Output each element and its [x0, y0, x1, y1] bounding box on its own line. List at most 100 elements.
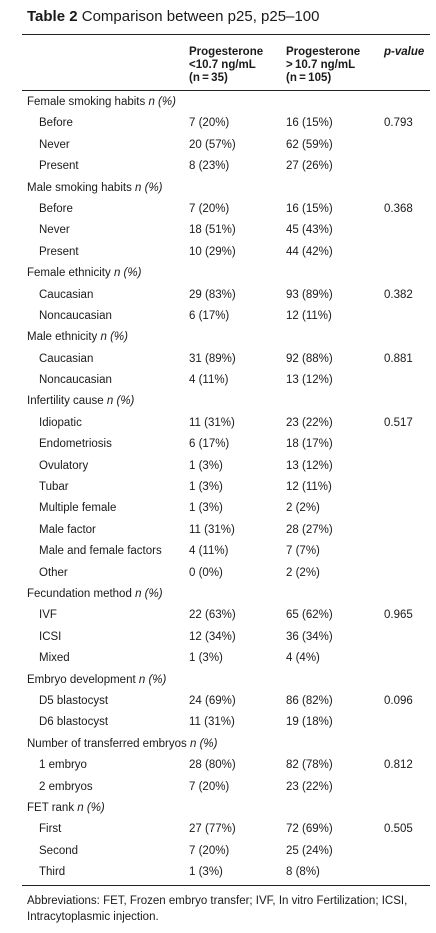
cell-c2: 18 (17%)	[286, 438, 333, 451]
row-label: ICSI	[39, 627, 61, 648]
row-label: Multiple female	[39, 498, 116, 519]
cell-c1: 1 (3%)	[189, 652, 223, 665]
row-label: Never	[39, 220, 70, 241]
row-label-text: Male and female factors	[39, 545, 162, 558]
row-label-text: Ovulatory	[39, 459, 89, 472]
cell-c1: 7 (20%)	[189, 202, 230, 215]
row-label: Idiopatic	[39, 413, 82, 434]
table-row: Noncaucasian 4 (11%) 13 (12%)	[0, 370, 436, 391]
table-row: Tubar 1 (3%) 12 (11%)	[0, 477, 436, 498]
row-label-text: Female smoking habits	[27, 96, 146, 108]
row-label: Female ethnicity n (%)	[27, 263, 141, 284]
row-unit: n (%)	[138, 673, 167, 686]
cell-c1: 1 (3%)	[189, 481, 223, 494]
row-label-text: Noncaucasian	[39, 309, 112, 322]
cell-c1: 4 (11%)	[189, 545, 229, 558]
cell-c1: 11 (31%)	[189, 523, 235, 536]
row-label: Male ethnicity n (%)	[27, 327, 128, 348]
cell-c2: 13 (12%)	[286, 374, 333, 387]
row-label: Male smoking habits n (%)	[27, 178, 163, 199]
table-group-row: Embryo development n (%)	[0, 670, 436, 691]
row-label: Second	[39, 841, 78, 862]
cell-c1: 1 (3%)	[189, 459, 223, 472]
row-label: Never	[39, 135, 70, 156]
row-label-text: 1 embryo	[39, 759, 87, 772]
table-row: Present 10 (29%) 44 (42%)	[0, 242, 436, 263]
header-col3: p-value	[384, 46, 424, 59]
table-row: D6 blastocyst 11 (31%) 19 (18%)	[0, 712, 436, 733]
table-label: Table 2	[27, 8, 78, 25]
header-col1-line2: <10.7 ng/mL	[189, 59, 256, 71]
cell-c2: 25 (24%)	[286, 844, 333, 857]
row-label: Third	[39, 862, 65, 883]
row-label-text: Male factor	[39, 523, 96, 536]
cell-c1: 0 (0%)	[189, 566, 223, 579]
row-label-text: 2 embryos	[39, 780, 93, 793]
row-label-text: Number of transferred embryos	[27, 737, 187, 750]
cell-c3: 0.812	[384, 759, 413, 772]
table-row: ICSI 12 (34%) 36 (34%)	[0, 627, 436, 648]
cell-c1: 6 (17%)	[189, 309, 230, 322]
row-label: 1 embryo	[39, 755, 87, 776]
cell-c1: 11 (31%)	[189, 716, 235, 729]
cell-c1: 12 (34%)	[189, 630, 236, 643]
row-label-text: Second	[39, 844, 79, 857]
cell-c1: 24 (69%)	[189, 694, 236, 707]
row-label: Present	[39, 156, 79, 177]
header-col2-line2: > 10.7 ng/mL	[286, 59, 356, 71]
row-label-text: Never	[39, 224, 70, 237]
row-label: Fecundation method n (%)	[27, 584, 163, 605]
row-label: D5 blastocyst	[39, 691, 108, 712]
cell-c2: 12 (11%)	[286, 481, 332, 494]
table-row: Idiopatic 11 (31%) 23 (22%) 0.517	[0, 413, 436, 434]
cell-c2: 7 (7%)	[286, 545, 320, 558]
cell-c1: 29 (83%)	[189, 288, 236, 301]
table-group-row: Female ethnicity n (%)	[0, 263, 436, 284]
table-row: Present 8 (23%) 27 (26%)	[0, 156, 436, 177]
row-label-text: Multiple female	[39, 502, 117, 515]
row-label-text: Present	[39, 160, 79, 173]
cell-c2: 27 (26%)	[286, 160, 333, 173]
cell-c1: 7 (20%)	[189, 844, 230, 857]
row-label-text: Present	[39, 245, 79, 258]
cell-c3: 0.096	[384, 694, 413, 707]
cell-c2: 2 (2%)	[286, 566, 320, 579]
row-label: Caucasian	[39, 349, 93, 370]
row-label: Before	[39, 199, 73, 220]
row-label-text: D5 blastocyst	[39, 694, 109, 707]
cell-c1: 18 (51%)	[189, 224, 236, 237]
row-label-text: Male smoking habits	[27, 181, 132, 194]
table-row: Other 0 (0%) 2 (2%)	[0, 563, 436, 584]
row-label-text: IVF	[39, 609, 57, 622]
cell-c2: 86 (82%)	[286, 694, 333, 707]
cell-c2: 65 (62%)	[286, 609, 333, 622]
row-label-text: Female ethnicity	[27, 267, 111, 280]
table-caption: Comparison between p25, p25–100	[81, 8, 320, 25]
table-row: 2 embryos 7 (20%) 23 (22%)	[0, 777, 436, 798]
row-unit: n (%)	[113, 267, 142, 280]
row-unit: n (%)	[100, 331, 128, 344]
row-label: Noncaucasian	[39, 370, 112, 391]
row-label-text: Mixed	[39, 652, 70, 665]
table-row: Endometriosis 6 (17%) 18 (17%)	[0, 434, 436, 455]
row-label: Embryo development n (%)	[27, 670, 166, 691]
row-unit: n (%)	[77, 801, 105, 814]
cell-c2: 93 (89%)	[286, 288, 333, 301]
cell-c2: 2 (2%)	[286, 502, 320, 515]
row-label: 2 embryos	[39, 777, 93, 798]
cell-c1: 10 (29%)	[189, 245, 236, 258]
table-row: Never 20 (57%) 62 (59%)	[0, 135, 436, 156]
row-label: Noncaucasian	[39, 306, 112, 327]
header-col1-line3: (n = 35)	[189, 72, 228, 84]
cell-c1: 22 (63%)	[189, 609, 236, 622]
header-col2-line3: (n = 105)	[286, 72, 332, 84]
cell-c1: 6 (17%)	[189, 438, 230, 451]
row-label: First	[39, 819, 61, 840]
cell-c1: 1 (3%)	[189, 502, 223, 515]
table-row: D5 blastocyst 24 (69%) 86 (82%) 0.096	[0, 691, 436, 712]
table-row: Ovulatory 1 (3%) 13 (12%)	[0, 456, 436, 477]
table-group-row: Male ethnicity n (%)	[0, 327, 436, 348]
table-body: Female smoking habits n (%) Before 7 (20%)…	[0, 92, 436, 883]
row-unit: n (%)	[135, 587, 163, 600]
table-row: Male and female factors 4 (11%) 7 (7%)	[0, 541, 436, 562]
